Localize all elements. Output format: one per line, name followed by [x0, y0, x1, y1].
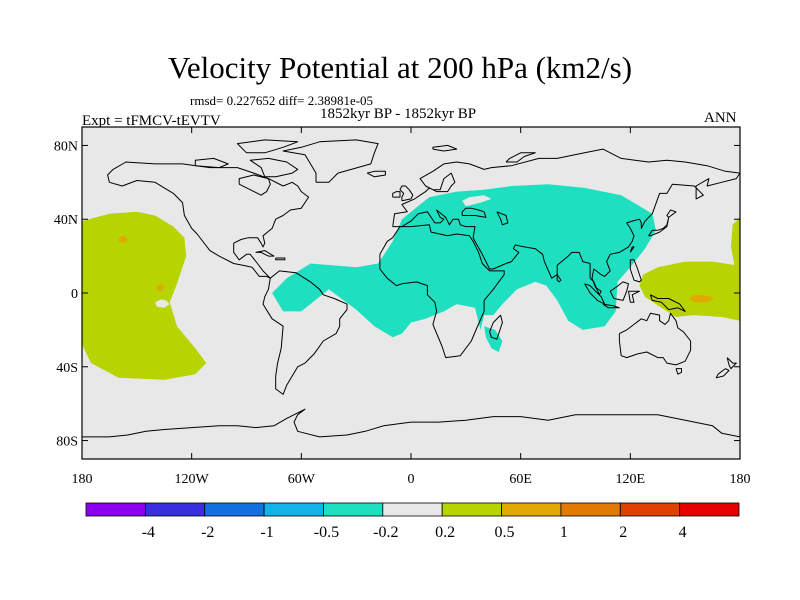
coastline-new-zealand-south — [715, 368, 730, 379]
y-tick-label: 80S — [56, 435, 78, 450]
experiment-label: Expt = tFMCV-tEVTV — [82, 113, 221, 129]
y-tick-label: 0 — [71, 287, 78, 302]
season-label: ANN — [704, 110, 737, 126]
colorbar-swatch — [204, 502, 265, 517]
coastline-ellesmere-island — [236, 139, 299, 154]
colorbar-swatch — [144, 502, 206, 517]
coastline-iceland — [366, 170, 386, 178]
coastline-hispaniola — [275, 257, 286, 261]
coastline-sri-lanka — [556, 274, 562, 283]
coastline-antarctica — [82, 408, 740, 438]
coastline-cuba — [255, 250, 275, 257]
colorbar-swatch — [501, 502, 562, 517]
coastline-tasmania — [675, 368, 682, 375]
colorbar-swatch — [679, 502, 740, 517]
stats-label: rmsd= 0.227652 diff= 2.38981e-05 — [190, 93, 374, 108]
pacific-positive-hole — [155, 299, 170, 308]
coastline-taiwan — [629, 246, 635, 253]
colorbar-label: 0.5 — [495, 524, 515, 541]
colorbar-label: -4 — [142, 524, 155, 541]
colorbar-label: 4 — [679, 524, 687, 541]
colorbar-label: -0.5 — [314, 524, 339, 541]
coastline-black-sea — [461, 207, 487, 218]
coastline-caspian-sea — [496, 211, 509, 226]
coastline-eurasia — [392, 148, 740, 296]
colorbar-label: 0.2 — [435, 524, 455, 541]
coastline-madagascar — [489, 314, 503, 340]
x-tick-label: 0 — [408, 472, 415, 487]
east-edge-positive-sliver — [730, 217, 740, 269]
pacific-positive-core-central — [156, 283, 165, 292]
y-tick-label: 40N — [54, 213, 78, 228]
coastline-africa — [379, 224, 505, 359]
coastline-svalbard — [432, 144, 458, 152]
colorbar-swatch — [382, 502, 443, 517]
colorbar-swatch — [619, 502, 681, 517]
colorbar-label: -2 — [201, 524, 214, 541]
coastline-north-america — [107, 161, 310, 279]
coastline-java — [602, 303, 620, 309]
colorbar-swatch — [85, 502, 146, 517]
x-tick-label: 60E — [509, 472, 532, 487]
x-tick-label: 120E — [616, 472, 646, 487]
pacific-positive-anomaly — [82, 211, 207, 380]
coastline-novaya-zemlya — [505, 152, 536, 163]
west-pacific-positive-core — [688, 294, 715, 303]
coastline-greenland — [282, 139, 379, 183]
coastline-ireland — [392, 191, 401, 198]
colorbar-swatch — [323, 502, 384, 517]
x-tick-label: 180 — [730, 472, 751, 487]
coastline-sulawesi — [628, 290, 640, 303]
coastline-japan — [648, 209, 677, 237]
y-tick-label: 40S — [56, 361, 78, 376]
asia-negative-hole — [462, 195, 492, 207]
x-tick-label: 60W — [288, 472, 316, 487]
coastline-south-america — [262, 270, 348, 395]
coastline-philippines — [629, 259, 642, 283]
colorbar-swatch — [441, 502, 502, 517]
coastline-new-zealand-north — [726, 357, 737, 370]
colorbar-swatch — [560, 502, 621, 517]
coastline-new-guinea — [649, 294, 686, 312]
chart-title: Velocity Potential at 200 hPa (km2/s) — [167, 50, 633, 85]
colorbar: -4 -2 -1 -0.5 -0.2 0.2 0.5 1 2 4 — [85, 502, 740, 541]
y-tick-label: 80N — [54, 139, 78, 154]
x-tick-label: 180 — [72, 472, 93, 487]
x-tick-label: 120W — [175, 472, 210, 487]
pacific-positive-core-north — [118, 235, 128, 244]
coastline-australia — [618, 312, 692, 366]
madagascar-negative-anomaly — [484, 326, 503, 352]
colorbar-label: -1 — [260, 524, 273, 541]
coastline-borneo — [609, 281, 629, 301]
period-label: 1852kyr BP - 1852kyr BP — [320, 106, 477, 122]
anomaly-regions — [82, 184, 740, 380]
coastline-victoria-island — [194, 157, 229, 169]
coastline-british-isles — [399, 185, 414, 202]
coastlines — [82, 139, 740, 438]
asia-atlantic-negative-anomaly — [272, 184, 656, 338]
colorbar-label: -0.2 — [373, 524, 398, 541]
coastline-hudson-bay — [238, 174, 271, 196]
coastline-baffin-island — [249, 157, 299, 178]
axis-ticks: 180 120W 60W 0 60E 120E 180 80N 40N 0 40S 80S — [54, 127, 751, 487]
colorbar-label: 2 — [619, 524, 627, 541]
colorbar-swatch — [263, 502, 324, 517]
colorbar-label: 1 — [560, 524, 568, 541]
